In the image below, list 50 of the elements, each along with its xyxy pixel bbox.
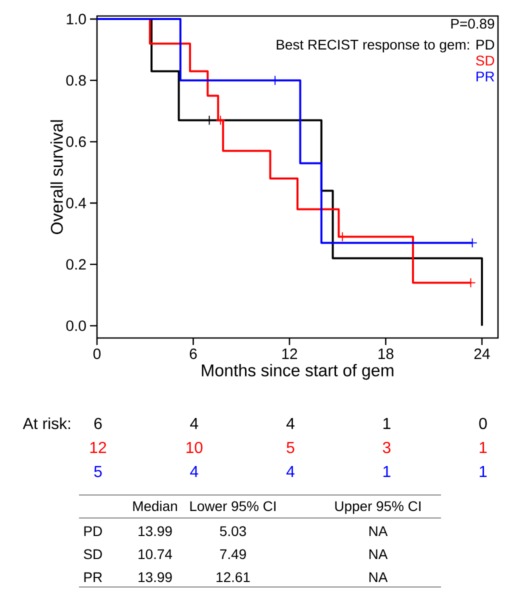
text: 1 xyxy=(383,466,390,477)
text: 1 xyxy=(383,418,390,429)
text: NA xyxy=(369,549,388,559)
text: 4 xyxy=(190,466,198,477)
y-tick-label: 0.0 xyxy=(66,320,86,332)
text: 10 xyxy=(186,442,202,454)
text: SD xyxy=(476,56,494,66)
text: 5.03 xyxy=(220,526,246,536)
text: 7.49 xyxy=(220,549,246,560)
legend-title: Best RECIST response to gem: xyxy=(276,40,469,52)
text: PR xyxy=(476,72,494,82)
text: NA xyxy=(369,526,388,536)
y-tick-label: 0.6 xyxy=(66,136,86,148)
text: 12 xyxy=(90,442,106,453)
x-tick-label: 24 xyxy=(474,348,490,359)
text: 6 xyxy=(94,418,102,430)
text: 1 xyxy=(480,442,487,453)
text: 10.74 xyxy=(138,549,172,560)
x-tick-label: 18 xyxy=(378,348,394,360)
text: 0 xyxy=(479,418,487,430)
text: PD xyxy=(84,526,102,536)
text: 4 xyxy=(286,466,294,477)
y-tick-label: 0.8 xyxy=(66,75,86,86)
text: 1 xyxy=(480,466,487,477)
text: Median xyxy=(133,500,177,512)
text: SD xyxy=(84,549,102,560)
text: 5 xyxy=(94,466,102,478)
x-tick-label: 6 xyxy=(190,348,197,360)
text: 3 xyxy=(382,442,390,454)
text: 13.99 xyxy=(138,572,172,582)
annotation: P=0.89 xyxy=(451,18,494,29)
x-tick-label: 12 xyxy=(282,348,298,359)
y-tick-label: 0.2 xyxy=(66,259,86,270)
x-axis-title: Months since start of gem xyxy=(202,364,394,380)
x-tick-label: 0 xyxy=(93,348,101,360)
text: At risk: xyxy=(22,417,70,430)
text: 5 xyxy=(286,442,294,454)
y-axis-title: Overall survival xyxy=(50,120,63,234)
text: PR xyxy=(84,572,102,582)
text: 12.61 xyxy=(216,572,250,582)
y-tick-label: 0.4 xyxy=(66,198,86,208)
point xyxy=(216,115,226,126)
text: Lower 95% CI xyxy=(190,501,276,512)
text: Upper 95% CI xyxy=(335,501,420,514)
text: PD xyxy=(476,40,494,50)
text: 4 xyxy=(286,418,294,429)
text: 13.99 xyxy=(138,526,172,536)
y-tick-label: 1.0 xyxy=(66,14,86,24)
text: NA xyxy=(369,572,388,582)
text: 4 xyxy=(190,418,198,429)
